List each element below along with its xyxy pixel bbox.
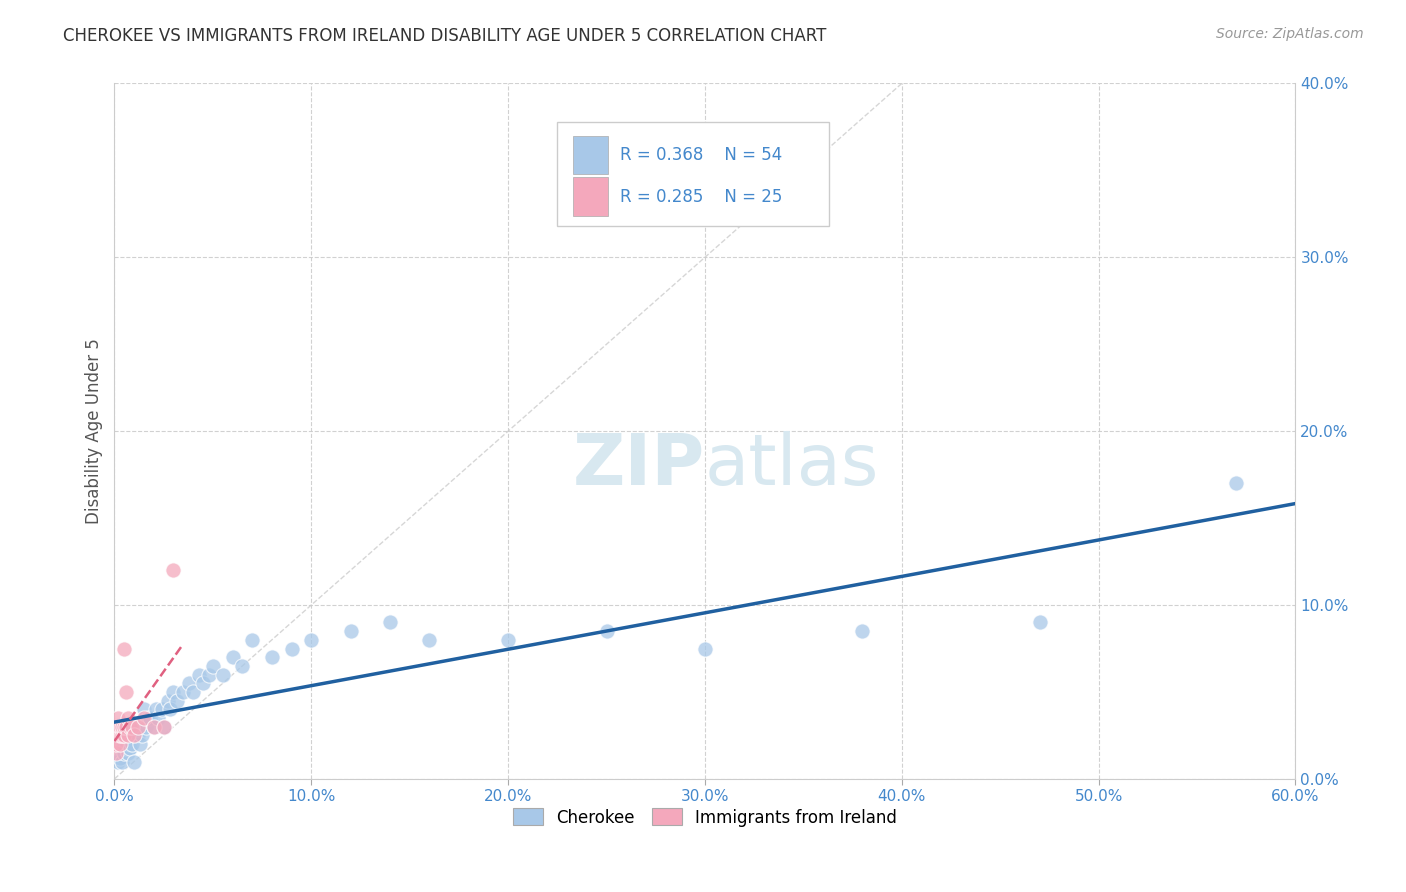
Point bbox=[115, 740, 138, 755]
Point bbox=[142, 720, 165, 734]
Point bbox=[107, 720, 129, 734]
Point bbox=[418, 632, 440, 647]
Point bbox=[851, 624, 873, 639]
Point bbox=[162, 685, 184, 699]
Point bbox=[132, 711, 155, 725]
Text: R = 0.285    N = 25: R = 0.285 N = 25 bbox=[620, 188, 782, 206]
Point bbox=[156, 694, 179, 708]
Point bbox=[105, 746, 128, 760]
Point bbox=[136, 711, 159, 725]
Point bbox=[162, 563, 184, 577]
Point bbox=[117, 728, 139, 742]
Point bbox=[198, 667, 221, 681]
Text: atlas: atlas bbox=[704, 432, 879, 500]
Point bbox=[240, 632, 263, 647]
Point bbox=[127, 728, 149, 742]
Point bbox=[110, 720, 132, 734]
Point bbox=[110, 737, 132, 751]
Point bbox=[145, 702, 167, 716]
Point bbox=[299, 632, 322, 647]
Point bbox=[111, 755, 134, 769]
Point bbox=[150, 702, 173, 716]
Point bbox=[120, 720, 142, 734]
Point bbox=[115, 685, 138, 699]
Point bbox=[135, 720, 157, 734]
Point bbox=[111, 728, 134, 742]
Point bbox=[260, 650, 283, 665]
Point bbox=[152, 720, 174, 734]
Text: R = 0.368    N = 54: R = 0.368 N = 54 bbox=[620, 146, 782, 164]
Point bbox=[112, 746, 135, 760]
Point bbox=[139, 711, 162, 725]
Point bbox=[121, 737, 143, 751]
Point bbox=[693, 641, 716, 656]
Point bbox=[231, 659, 253, 673]
Point bbox=[107, 755, 129, 769]
Point bbox=[188, 667, 211, 681]
Point bbox=[280, 641, 302, 656]
Point bbox=[121, 720, 143, 734]
Point bbox=[179, 676, 201, 690]
Point bbox=[117, 746, 139, 760]
Point bbox=[1225, 476, 1247, 491]
Point bbox=[117, 728, 139, 742]
Point bbox=[172, 685, 194, 699]
Point bbox=[166, 694, 188, 708]
Text: Source: ZipAtlas.com: Source: ZipAtlas.com bbox=[1216, 27, 1364, 41]
Text: ZIP: ZIP bbox=[572, 432, 704, 500]
FancyBboxPatch shape bbox=[572, 178, 607, 216]
Point bbox=[201, 659, 224, 673]
Point bbox=[125, 720, 148, 734]
FancyBboxPatch shape bbox=[572, 136, 607, 174]
Point bbox=[112, 641, 135, 656]
Point bbox=[107, 728, 129, 742]
Point bbox=[221, 650, 243, 665]
FancyBboxPatch shape bbox=[557, 121, 830, 226]
Point bbox=[129, 737, 152, 751]
Point bbox=[105, 737, 128, 751]
Point bbox=[117, 711, 139, 725]
Legend: Cherokee, Immigrants from Ireland: Cherokee, Immigrants from Ireland bbox=[506, 802, 904, 833]
Point bbox=[181, 685, 204, 699]
Point bbox=[120, 737, 142, 751]
Point bbox=[122, 755, 145, 769]
Point bbox=[496, 632, 519, 647]
Point bbox=[112, 728, 135, 742]
Point bbox=[110, 728, 132, 742]
Point bbox=[152, 720, 174, 734]
Point bbox=[131, 728, 153, 742]
Point bbox=[191, 676, 214, 690]
Text: CHEROKEE VS IMMIGRANTS FROM IRELAND DISABILITY AGE UNDER 5 CORRELATION CHART: CHEROKEE VS IMMIGRANTS FROM IRELAND DISA… bbox=[63, 27, 827, 45]
Point bbox=[127, 720, 149, 734]
Point bbox=[211, 667, 233, 681]
Point bbox=[112, 720, 135, 734]
Point bbox=[1028, 615, 1050, 630]
Point bbox=[122, 728, 145, 742]
Point bbox=[378, 615, 401, 630]
Point bbox=[159, 702, 181, 716]
Point bbox=[132, 702, 155, 716]
Point bbox=[115, 733, 138, 747]
Point bbox=[339, 624, 361, 639]
Point bbox=[146, 711, 169, 725]
Point bbox=[111, 720, 134, 734]
Point bbox=[107, 711, 129, 725]
Point bbox=[115, 720, 138, 734]
Y-axis label: Disability Age Under 5: Disability Age Under 5 bbox=[86, 338, 103, 524]
Point bbox=[120, 740, 142, 755]
Point bbox=[110, 751, 132, 765]
Point bbox=[112, 737, 135, 751]
Point bbox=[142, 720, 165, 734]
Point bbox=[122, 728, 145, 742]
Point bbox=[595, 624, 617, 639]
